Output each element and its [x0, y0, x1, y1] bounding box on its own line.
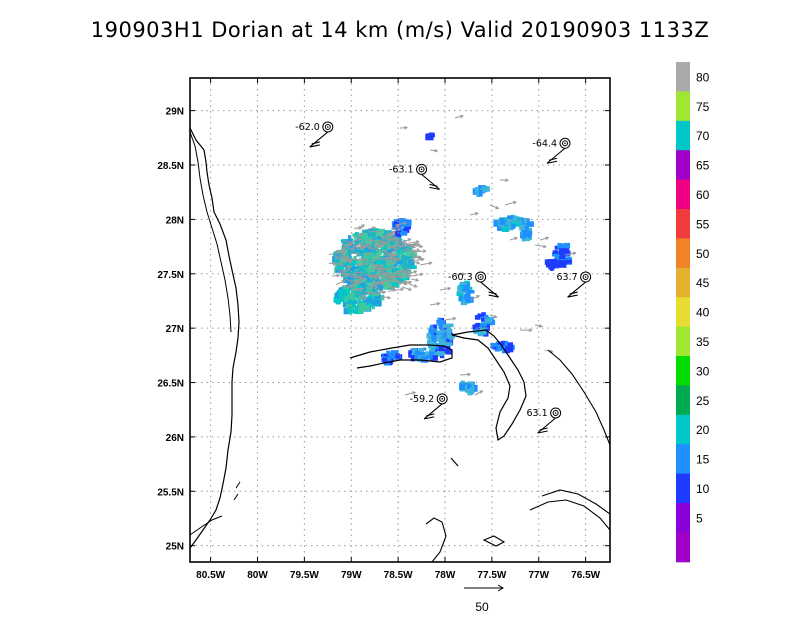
- map-frame: [189, 77, 611, 563]
- dropsonde-marker: 63.1: [526, 407, 562, 434]
- lon-tick-label: 78W: [435, 570, 456, 581]
- lat-tick-label: 25N: [166, 542, 184, 553]
- colorbar-swatch: [676, 120, 690, 151]
- lat-tick-label: 27N: [166, 324, 184, 335]
- abaco-island: [451, 329, 527, 442]
- lon-tick-label: 77.5W: [477, 570, 506, 581]
- dropsonde-value: 63.1: [526, 408, 547, 419]
- colorbar-swatch: [676, 62, 690, 92]
- colorbar-label: 10: [696, 482, 710, 496]
- lat-tick-label: 25.5N: [157, 487, 184, 498]
- colorbar: 80 75 70 65 60 55 50 45 40 35 30 25 20 15 10 5: [676, 62, 710, 563]
- lon-tick-label: 80.5W: [196, 570, 225, 581]
- colorbar-swatch: [676, 385, 690, 416]
- dropsonde-marker: -62.0: [295, 121, 334, 148]
- colorbar-swatch: [676, 179, 690, 210]
- lon-tick-label: 77W: [528, 570, 549, 581]
- lat-tick-label: 27.5N: [157, 270, 184, 281]
- lon-tick-label: 76.5W: [571, 570, 600, 581]
- florida-inland-line: [190, 131, 232, 333]
- andros-coast: [425, 489, 610, 562]
- dropsonde-marker: -60.3: [448, 271, 499, 298]
- lon-tick-label: 78.5W: [384, 570, 413, 581]
- colorbar-label: 75: [696, 100, 710, 114]
- colorbar-swatch: [676, 209, 690, 239]
- lon-tick-label: 79W: [341, 570, 362, 581]
- colorbar-swatch: [676, 503, 690, 533]
- colorbar-label: 20: [696, 423, 710, 437]
- lat-tick-label: 29N: [166, 107, 184, 118]
- colorbar-label: 65: [696, 159, 710, 173]
- colorbar-swatch: [676, 414, 690, 445]
- colorbar-label: 70: [696, 129, 710, 143]
- dropsonde-value: -60.3: [448, 272, 473, 283]
- colorbar-swatch: [676, 473, 690, 504]
- colorbar-label: 60: [696, 188, 710, 202]
- wind-vector-layer: [328, 114, 577, 396]
- axis-ticks: 29N 28.5N 28N 27.5N 27N 26.5N 26N 25.5N 25N 80.5W…: [157, 78, 610, 581]
- chart-title: 190903H1 Dorian at 14 km (m/s) Valid 201…: [90, 18, 710, 42]
- dropsonde-marker: -59.2: [410, 393, 448, 420]
- dropsonde-marker: -64.4: [532, 137, 571, 164]
- colorbar-swatch: [676, 150, 690, 181]
- florida-keys: [190, 481, 241, 536]
- scale-vector: 50: [464, 584, 504, 614]
- small-cay: [450, 457, 459, 467]
- colorbar-label: 15: [696, 453, 710, 467]
- grand-bahama-island: [349, 344, 453, 369]
- eleuthera-coast: [547, 349, 610, 446]
- colorbar-label: 80: [696, 70, 710, 84]
- dropsonde-value: 63.7: [556, 272, 577, 283]
- lat-tick-label: 26N: [166, 433, 184, 444]
- lat-tick-label: 28.5N: [157, 161, 184, 172]
- colorbar-swatch: [676, 267, 690, 298]
- colorbar-label: 55: [696, 217, 710, 231]
- dropsonde-layer: -62.0 -64.4 -63.1 -60.3 63.7 -59.2 63.1: [295, 121, 592, 434]
- dropsonde-value: -64.4: [532, 138, 557, 149]
- colorbar-label: 35: [696, 335, 710, 349]
- colorbar-swatch: [676, 444, 690, 475]
- colorbar-label: 5: [696, 511, 703, 525]
- dropsonde-marker: 63.7: [556, 271, 592, 298]
- colorbar-swatch: [676, 326, 690, 357]
- lat-tick-label: 26.5N: [157, 379, 184, 390]
- lon-tick-label: 79.5W: [290, 570, 319, 581]
- scale-vector-label: 50: [475, 600, 489, 614]
- dropsonde-value: -59.2: [410, 394, 435, 405]
- colorbar-label: 40: [696, 306, 710, 320]
- colorbar-label: 25: [696, 394, 710, 408]
- coastline-layer: [190, 127, 610, 562]
- colorbar-swatch: [676, 91, 690, 122]
- lon-tick-label: 80W: [247, 570, 268, 581]
- colorbar-label: 45: [696, 276, 710, 290]
- dropsonde-value: -62.0: [295, 122, 320, 133]
- lat-lon-grid: [190, 78, 610, 562]
- colorbar-swatch: [676, 238, 690, 269]
- colorbar-swatch: [676, 297, 690, 328]
- radar-echo-layer: [332, 132, 573, 396]
- lat-tick-label: 28N: [166, 215, 184, 226]
- colorbar-label: 30: [696, 364, 710, 378]
- dropsonde-marker: -63.1: [389, 163, 440, 190]
- colorbar-label: 50: [696, 247, 710, 261]
- florida-coastline: [190, 127, 240, 549]
- colorbar-swatch: [676, 532, 690, 563]
- dropsonde-value: -63.1: [389, 164, 414, 175]
- colorbar-swatch: [676, 356, 690, 386]
